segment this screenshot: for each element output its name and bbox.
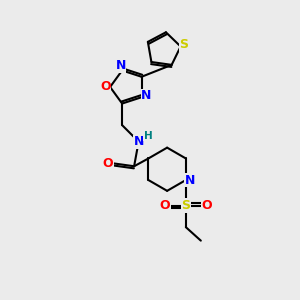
Text: S: S [179, 38, 188, 52]
Text: O: O [160, 199, 170, 212]
Text: O: O [102, 157, 113, 170]
Text: N: N [134, 135, 144, 148]
Text: S: S [181, 199, 190, 212]
Text: N: N [141, 89, 152, 102]
Text: H: H [144, 130, 153, 141]
Text: O: O [202, 199, 212, 212]
Text: N: N [185, 173, 195, 187]
Text: N: N [116, 59, 126, 72]
Text: O: O [100, 80, 111, 94]
